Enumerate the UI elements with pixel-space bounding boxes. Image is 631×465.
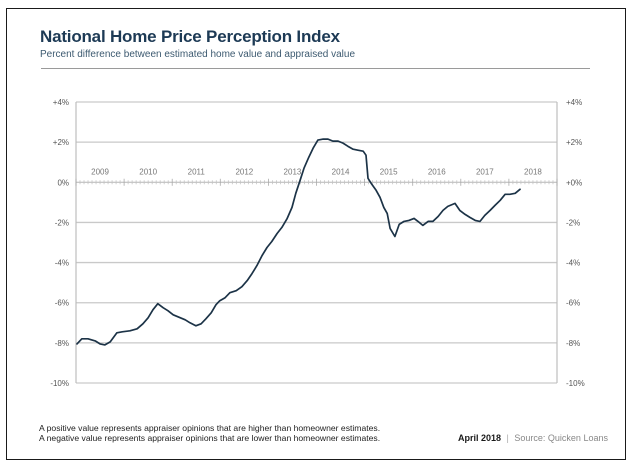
y-tick-label-right: +0% [566,178,582,187]
series [76,138,521,346]
source-separator: | [506,433,509,443]
gridlines [76,101,557,384]
series-line [76,138,521,346]
y-tick-label-right: -2% [566,218,580,227]
y-tick-label-left: -6% [55,299,69,308]
x-year-label: 2017 [476,167,494,176]
y-tick-label-right: -6% [566,299,580,308]
x-year-label: 2013 [284,167,302,176]
y-tick-label-left: -4% [55,259,69,268]
y-tick-label-right: -8% [566,339,580,348]
negative-value-note: A negative value represents appraiser op… [39,433,381,443]
publish-date: April 2018 [458,433,502,443]
y-tick-label-left: +4% [53,98,69,107]
y-tick-label-left: 0% [57,178,69,187]
y-tick-label-left: -8% [55,339,69,348]
x-year-label: 2016 [428,167,446,176]
positive-value-note: A positive value represents appraiser op… [39,423,381,433]
chart-frame [6,8,626,460]
x-year-label: 2012 [235,167,253,176]
source-text: Source: Quicken Loans [514,433,608,443]
x-year-label: 2018 [524,167,542,176]
x-year-label: 2015 [380,167,398,176]
y-axis-left-labels: +4% +2% 0% -2% -4% -6% -8% -10% [50,98,69,388]
y-tick-label-left: -2% [55,218,69,227]
source-line: April 2018 | Source: Quicken Loans [458,433,608,443]
y-tick-label-right: -10% [566,379,585,388]
x-year-label: 2010 [139,167,157,176]
y-tick-label-left: -10% [50,379,69,388]
y-tick-label-right: +4% [566,98,582,107]
x-axis-year-labels: 2009 2010 2011 2012 2013 2014 2015 2016 2017 2018 [91,167,542,176]
x-year-label: 2011 [188,167,206,176]
axes [75,102,558,383]
chart-title: National Home Price Perception Index [40,27,340,46]
x-year-label: 2014 [332,167,350,176]
chart-subtitle: Percent difference between estimated hom… [40,49,356,60]
y-axis-right-labels: +4% +2% +0% -2% -4% -6% -8% -10% [566,98,585,388]
header-divider [41,68,590,69]
y-tick-label-right: +2% [566,138,582,147]
y-tick-label-right: -4% [566,259,580,268]
month-ticks [75,178,558,186]
x-year-label: 2009 [91,167,109,176]
y-tick-label-left: +2% [53,138,69,147]
